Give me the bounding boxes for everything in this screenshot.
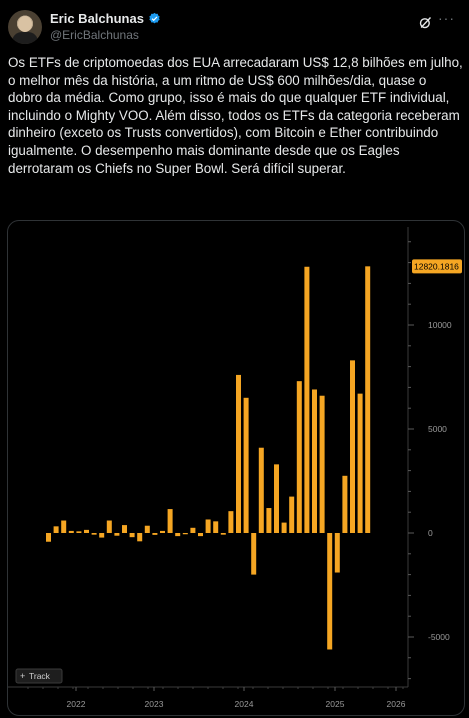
bar (228, 511, 234, 533)
bar (304, 266, 310, 533)
x-tick-label: 2026 (387, 699, 406, 709)
bar (114, 533, 120, 536)
bar (205, 519, 211, 533)
bar (122, 525, 127, 533)
bar (129, 533, 135, 538)
y-tick-label: 5000 (428, 424, 447, 434)
x-tick-label: 2025 (326, 699, 345, 709)
bar (61, 520, 67, 533)
bar (76, 531, 82, 533)
y-tick-label: -5000 (428, 632, 450, 642)
chart-image[interactable]: -5000 0 5000 10000 12820.1816 2022 2023 2024 202… (7, 220, 465, 716)
x-tick-label: 2022 (67, 699, 86, 709)
avatar-body (12, 32, 38, 44)
bar (198, 533, 203, 537)
avatar[interactable] (8, 10, 42, 44)
x-tick-label: 2024 (235, 699, 254, 709)
bar (99, 533, 105, 538)
bar (160, 530, 165, 533)
bar (190, 527, 196, 533)
bar (281, 522, 287, 533)
y-tick-label: 0 (428, 528, 433, 538)
bar (68, 530, 74, 533)
bar (327, 533, 333, 650)
bar (144, 525, 150, 533)
track-label: Track (29, 671, 51, 681)
bar-chart: -5000 0 5000 10000 12820.1816 2022 2023 2024 202… (8, 227, 462, 709)
bar (53, 526, 59, 533)
bar (182, 533, 188, 535)
bar (289, 496, 295, 533)
bar (106, 520, 112, 533)
bar (137, 533, 143, 542)
bar (251, 533, 257, 575)
bar (91, 533, 97, 535)
bar (266, 508, 272, 533)
grok-icon[interactable] (418, 15, 433, 30)
tweet-text: Os ETFs de criptomoedas dos EUA arrecada… (8, 55, 463, 176)
bar (319, 395, 325, 533)
bar (175, 533, 181, 537)
avatar-face (18, 16, 32, 32)
bar (152, 533, 158, 535)
last-value-label: 12820.1816 (414, 261, 459, 271)
bar (334, 533, 340, 573)
bar (167, 509, 173, 533)
bar (365, 266, 371, 533)
bar (312, 389, 317, 533)
bar (236, 374, 241, 533)
bar (357, 393, 363, 533)
bar (296, 381, 302, 533)
author-name-row: Eric Balchunas (50, 11, 161, 26)
y-tick-label: 10000 (428, 320, 452, 330)
last-value-label-bg (412, 259, 462, 274)
crosshair-icon: + (20, 671, 25, 681)
bar (220, 533, 226, 535)
author-handle[interactable]: @EricBalchunas (50, 28, 139, 42)
bar (46, 533, 51, 542)
bar (350, 360, 355, 533)
bar (342, 475, 348, 533)
tweet-header: Eric Balchunas @EricBalchunas ··· (8, 10, 461, 50)
track-button (15, 668, 63, 684)
bar (274, 464, 279, 533)
bar (258, 447, 264, 533)
author-name[interactable]: Eric Balchunas (50, 11, 144, 26)
bar (213, 521, 219, 533)
more-icon[interactable]: ··· (438, 10, 455, 26)
bar (243, 397, 249, 533)
bar (84, 529, 89, 533)
x-tick-label: 2023 (145, 699, 164, 709)
verified-badge-icon (149, 12, 160, 24)
